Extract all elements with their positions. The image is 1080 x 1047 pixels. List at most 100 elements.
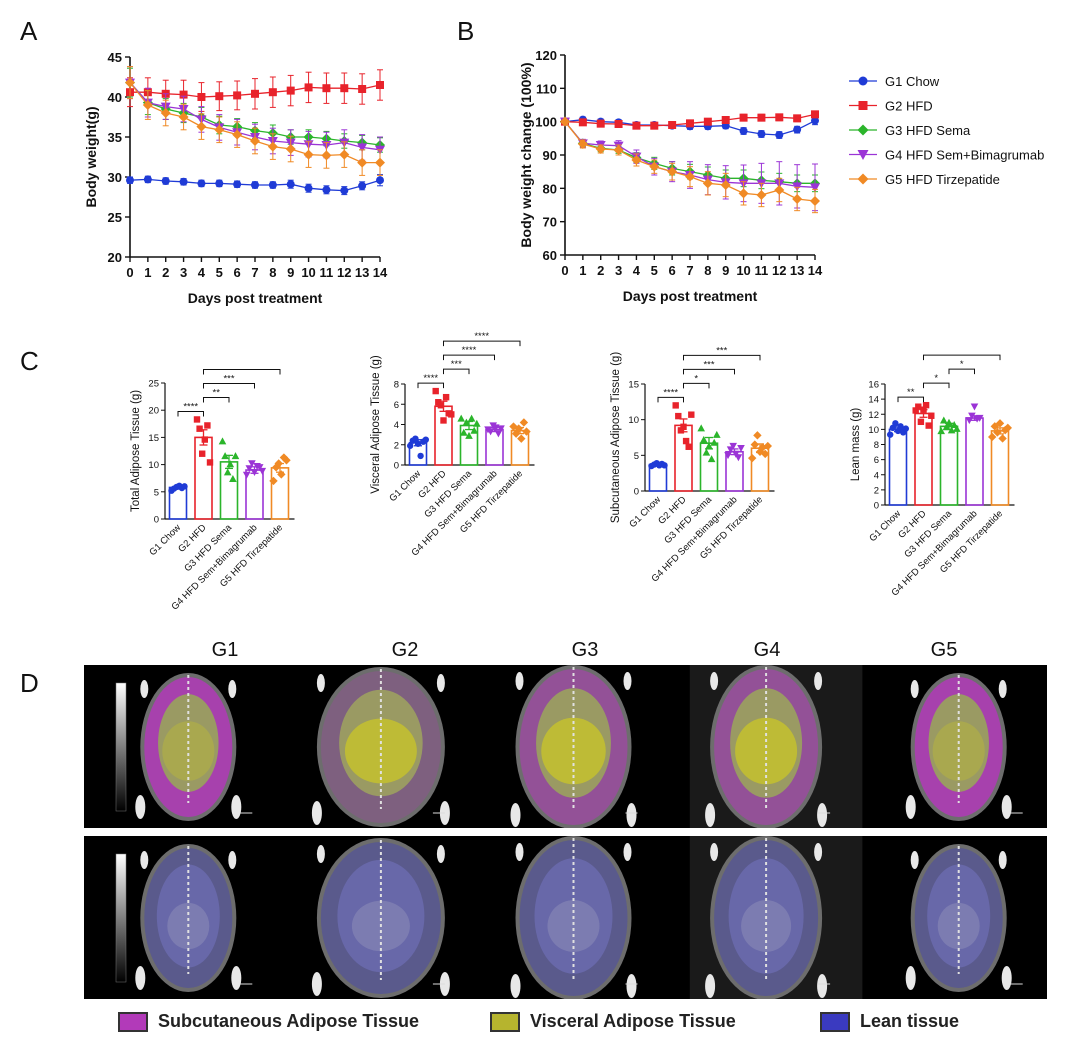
bar-group-2 xyxy=(912,401,935,506)
y-axis-label: Lean mass (g) xyxy=(850,408,862,482)
data-point xyxy=(196,425,203,432)
x-tick-label: 1 xyxy=(579,263,586,278)
data-point xyxy=(462,418,471,426)
data-point xyxy=(321,150,332,161)
data-point xyxy=(161,177,170,185)
bracket-line xyxy=(683,354,761,361)
significance-label: * xyxy=(694,373,698,384)
bracket-line xyxy=(948,368,975,375)
bar-group-4 xyxy=(724,442,745,492)
x-tick-label: 9 xyxy=(287,265,294,280)
ct-arm-left xyxy=(515,672,524,690)
ct-arm-right xyxy=(436,845,445,863)
category-label: G1 Chow xyxy=(147,522,183,558)
data-point xyxy=(460,428,468,436)
data-point xyxy=(201,436,208,443)
y-tick-label: 60 xyxy=(543,248,557,263)
y-tick-label: 15 xyxy=(628,380,639,391)
data-point xyxy=(437,402,445,409)
data-point xyxy=(340,186,349,195)
x-tick-label: 10 xyxy=(301,265,315,280)
y-tick-label: 8 xyxy=(394,380,399,391)
y-tick-label: 2 xyxy=(874,485,879,496)
series-5 xyxy=(125,66,385,176)
significance-label: * xyxy=(934,373,938,384)
ct-leg-left xyxy=(135,795,146,819)
y-tick-label: 0 xyxy=(634,487,639,498)
ct-visceral-fat xyxy=(162,721,215,781)
data-point xyxy=(494,430,503,438)
y-tick-label: 14 xyxy=(868,395,879,406)
legend-label-lean: Lean tissue xyxy=(860,1011,960,1031)
data-point xyxy=(682,437,690,445)
ct-leg-right xyxy=(231,966,242,990)
category-label: G1 Chow xyxy=(627,494,663,530)
data-point xyxy=(755,447,765,456)
significance-bracket-3: *** xyxy=(203,373,255,389)
data-point xyxy=(142,100,153,110)
x-tick-label: 13 xyxy=(355,265,369,280)
data-point xyxy=(578,118,587,127)
bracket-line xyxy=(203,382,255,389)
y-axis-label: Visceral Adipose Tissue (g) xyxy=(370,355,382,494)
legend-visceral: Visceral Adipose Tissue xyxy=(490,1011,736,1032)
data-point xyxy=(517,434,526,443)
legend-marker xyxy=(857,150,869,160)
legend-subcutaneous: Subcutaneous Adipose Tissue xyxy=(118,1011,419,1032)
y-tick-label: 120 xyxy=(535,48,557,63)
significance-label: **** xyxy=(423,373,438,384)
x-tick-label: 12 xyxy=(772,263,786,278)
y-tick-label: 0 xyxy=(394,461,399,472)
data-point xyxy=(887,431,894,438)
ct-organs xyxy=(547,900,600,952)
data-point xyxy=(713,430,721,438)
data-point xyxy=(339,149,350,160)
ct-arm-left xyxy=(910,851,919,869)
x-axis-label: Days post treatment xyxy=(623,288,758,304)
data-point xyxy=(218,437,227,445)
ct-arm-left xyxy=(316,674,325,692)
data-point xyxy=(811,116,819,125)
data-point xyxy=(912,407,919,414)
chart-c-total-adipose: 0 5 10 15 20 25 Total Adipose Tissue (g) G1 Cho… xyxy=(130,368,295,612)
data-point xyxy=(702,178,713,189)
data-point xyxy=(680,423,687,430)
bar-group-2 xyxy=(193,416,214,520)
significance-label: *** xyxy=(236,368,247,370)
bracket-line xyxy=(203,368,281,375)
data-point xyxy=(255,464,264,472)
bar-group-3 xyxy=(457,414,481,466)
ct-arm-left xyxy=(910,680,919,698)
y-tick-label: 20 xyxy=(108,250,122,265)
data-point xyxy=(631,155,642,165)
ct-scan-g4 xyxy=(689,836,863,999)
data-point xyxy=(285,144,296,154)
ct-leg-right xyxy=(626,974,637,998)
data-point xyxy=(672,402,679,409)
data-point xyxy=(221,452,229,460)
ct-scan-g1 xyxy=(135,844,253,992)
bar-group-4 xyxy=(965,403,984,506)
y-tick-label: 6 xyxy=(394,400,399,411)
ct-arm-right xyxy=(436,674,445,692)
data-point xyxy=(793,125,802,134)
y-tick-label: 4 xyxy=(874,470,879,481)
image-header-g5: G5 xyxy=(930,639,958,661)
bar-group-4 xyxy=(242,460,267,520)
series-1 xyxy=(126,174,384,196)
data-point xyxy=(197,93,206,101)
data-point xyxy=(340,84,349,93)
ct-leg-left xyxy=(705,974,716,998)
data-point xyxy=(440,417,447,424)
y-tick-label: 20 xyxy=(148,406,159,417)
data-point xyxy=(232,129,243,140)
ct-leg-left xyxy=(135,966,146,990)
bar-group-5 xyxy=(509,418,531,466)
data-point xyxy=(560,116,570,127)
ct-organs xyxy=(741,900,792,952)
bar xyxy=(219,461,239,520)
ct-arm-right xyxy=(998,851,1007,869)
x-tick-label: 4 xyxy=(198,265,206,280)
data-point xyxy=(792,194,803,204)
